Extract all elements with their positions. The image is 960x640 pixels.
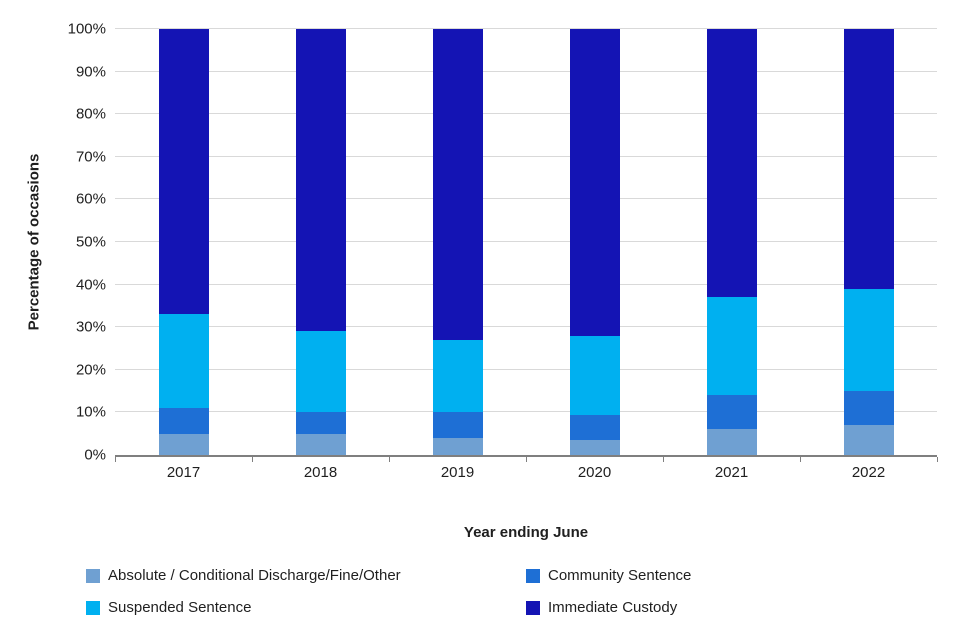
- legend-item: Immediate Custody: [526, 599, 916, 616]
- x-tick-mark: [115, 457, 116, 462]
- bar-segment: [569, 414, 620, 441]
- bar-slot-2022: [800, 29, 937, 455]
- legend-label: Suspended Sentence: [108, 599, 252, 616]
- x-tick-mark: [251, 457, 253, 462]
- legend-swatch: [526, 600, 540, 615]
- bar-segment: [706, 395, 757, 430]
- x-tick-mark: [526, 457, 527, 462]
- legend-item: Absolute / Conditional Discharge/Fine/Ot…: [86, 567, 516, 584]
- bar-segment: [295, 331, 346, 413]
- bar-segment: [569, 335, 620, 415]
- bar-segment: [569, 440, 620, 455]
- legend-swatch: [86, 568, 100, 583]
- y-tick-label: 100%: [67, 20, 106, 38]
- gridline: [115, 283, 937, 285]
- stacked-bar-2018: [295, 29, 346, 455]
- bar-segment: [295, 412, 346, 434]
- x-category-label: 2020: [577, 464, 612, 481]
- bar-segment: [158, 314, 209, 409]
- x-category-label: 2017: [166, 464, 201, 481]
- bar-slot-2019: [389, 29, 526, 455]
- bar-segment: [706, 297, 757, 396]
- bar-segment: [843, 425, 894, 455]
- bar-segment: [706, 429, 757, 455]
- stacked-bar-2017: [158, 29, 209, 455]
- bar-segment: [843, 391, 894, 426]
- bars-container: [115, 29, 937, 455]
- x-category-label: 2018: [303, 464, 338, 481]
- stacked-bar-2022: [843, 29, 894, 455]
- stacked-bar-2021: [706, 29, 757, 455]
- y-axis-title: Percentage of occasions: [25, 153, 43, 331]
- gridline: [115, 368, 937, 370]
- gridline: [115, 241, 937, 242]
- legend-swatch: [86, 600, 100, 615]
- gridline: [115, 326, 937, 328]
- bar-segment: [295, 433, 346, 455]
- x-tick-mark: [388, 457, 390, 462]
- bar-segment: [706, 29, 757, 298]
- x-tick-mark: [662, 457, 664, 462]
- plot-area: 0% 10% 20% 30% 40% 50% 60% 70% 80% 90% 100%: [68, 21, 938, 464]
- stacked-bar-2020: [569, 29, 620, 455]
- y-tick-label: 0%: [84, 446, 106, 464]
- y-tick-label: 90%: [75, 63, 106, 81]
- x-category-label: 2021: [714, 464, 749, 481]
- y-tick-label: 80%: [75, 105, 106, 123]
- bar-slot-2017: [115, 29, 252, 455]
- bar-slot-2021: [663, 29, 800, 455]
- x-tick-mark: [937, 457, 938, 462]
- bar-segment: [432, 437, 483, 455]
- bar-segment: [158, 408, 209, 434]
- gridline: [115, 70, 937, 72]
- x-category-label: 2019: [440, 464, 475, 481]
- bar-segment: [843, 288, 894, 392]
- y-tick-label: 60%: [75, 190, 106, 208]
- gridline: [115, 113, 937, 115]
- legend-swatch: [526, 568, 540, 583]
- y-tick-label: 10%: [75, 403, 106, 421]
- bar-segment: [432, 412, 483, 438]
- bar-segment: [843, 29, 894, 289]
- y-tick-label: 70%: [75, 148, 106, 166]
- gridline: [115, 411, 937, 413]
- x-tick-mark: [800, 457, 801, 462]
- legend-item: Suspended Sentence: [86, 599, 516, 616]
- bar-segment: [432, 340, 483, 413]
- gridline: [115, 155, 937, 157]
- x-category-label: 2022: [851, 464, 886, 481]
- y-tick-label: 30%: [75, 318, 106, 336]
- bar-slot-2020: [526, 29, 663, 455]
- gridline: [115, 28, 937, 29]
- y-tick-label: 20%: [75, 361, 106, 379]
- y-tick-label: 50%: [75, 233, 106, 251]
- bar-segment: [158, 433, 209, 455]
- bar-segment: [158, 29, 209, 315]
- bar-slot-2018: [252, 29, 389, 455]
- bar-segment: [569, 29, 620, 336]
- bar-segment: [432, 29, 483, 341]
- x-axis-labels: 2017 2018 2019 2020 2021 2022: [115, 464, 937, 481]
- x-axis-title: Year ending June: [463, 524, 589, 541]
- y-tick-label: 40%: [75, 276, 106, 294]
- legend-label: Community Sentence: [548, 567, 692, 584]
- gridline: [115, 198, 937, 200]
- legend-label: Absolute / Conditional Discharge/Fine/Ot…: [108, 567, 401, 584]
- legend-item: Community Sentence: [526, 567, 916, 584]
- chart-legend: Absolute / Conditional Discharge/Fine/Ot…: [86, 567, 916, 616]
- bar-segment: [295, 29, 346, 332]
- stacked-bar-2019: [432, 29, 483, 455]
- legend-label: Immediate Custody: [548, 599, 678, 616]
